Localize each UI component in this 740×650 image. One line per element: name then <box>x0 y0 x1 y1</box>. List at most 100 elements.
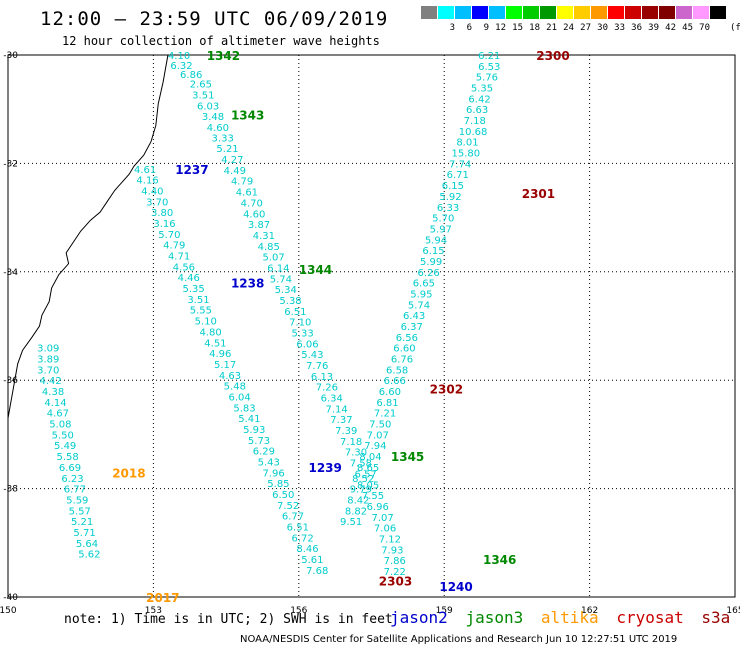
swh-value-label: 3.89 <box>37 355 59 366</box>
swh-value-label: 4.60 <box>207 123 229 134</box>
swh-value-label: 6.57 <box>355 469 377 480</box>
swh-value-label: 6.15 <box>442 181 464 192</box>
swh-value-label: 5.73 <box>248 436 270 447</box>
swh-value-label: 6.33 <box>437 203 459 214</box>
swh-value-label: 4.16 <box>136 176 158 187</box>
swh-value-label: 6.13 <box>311 372 333 383</box>
swh-value-label: 4.42 <box>40 376 62 387</box>
pass-time-label: 1345 <box>391 450 424 464</box>
legend-tick-label: 45 <box>682 23 693 33</box>
swh-value-label: 4.40 <box>141 187 163 198</box>
swh-value-label: 7.50 <box>369 420 391 431</box>
swh-value-label: 6.53 <box>478 62 500 73</box>
legend-swatch <box>642 6 659 19</box>
swh-value-label: 9.79 <box>350 485 372 496</box>
swh-value-label: 5.70 <box>158 230 180 241</box>
swh-value-label: 3.51 <box>187 295 209 306</box>
swh-value-label: 6.51 <box>287 523 309 534</box>
legend-tick-label: 42 <box>665 23 676 33</box>
legend-tick-label: 9 <box>483 23 489 33</box>
swh-value-label: 6.66 <box>384 376 406 387</box>
map-frame <box>7 54 736 598</box>
swh-value-label: 6.60 <box>393 344 415 355</box>
swh-value-label: 4.51 <box>204 338 226 349</box>
page-title: 12:00 – 23:59 UTC 06/09/2019 <box>40 8 389 30</box>
swh-value-label: 4.49 <box>224 166 246 177</box>
pass-time-label: 1237 <box>175 163 208 177</box>
swh-value-label: 5.38 <box>279 296 301 307</box>
lon-tick-label: 159 <box>436 606 453 616</box>
swh-value-label: 3.16 <box>153 219 175 230</box>
satellite-key: jason2 jason3 altika cryosat s3a <box>390 608 738 627</box>
swh-value-label: 6.96 <box>367 502 389 513</box>
legend-swatch <box>608 6 625 19</box>
lon-tick-label: 156 <box>290 606 307 616</box>
swh-value-label: 7.22 <box>384 567 406 578</box>
sat-key-cryosat: cryosat <box>616 608 684 627</box>
swh-value-label: 7.52 <box>277 501 299 512</box>
sat-key-altika: altika <box>540 608 599 627</box>
sat-key-s3a: s3a <box>701 608 731 627</box>
lat-tick-label: -34 <box>3 268 18 278</box>
swh-value-label: 4.10 <box>168 51 190 62</box>
swh-value-label: 7.37 <box>330 415 352 426</box>
swh-value-label: 6.77 <box>282 512 304 523</box>
swh-value-label: 6.50 <box>272 490 294 501</box>
swh-value-label: 8.01 <box>456 138 478 149</box>
swh-value-label: 7.76 <box>306 361 328 372</box>
swh-value-label: 5.35 <box>182 284 204 295</box>
swh-value-label: 6.81 <box>376 398 398 409</box>
swh-value-label: 3.70 <box>146 197 168 208</box>
swh-value-label: 3.87 <box>248 220 270 231</box>
lat-tick-label: -38 <box>3 485 18 495</box>
pass-time-label: 1344 <box>299 263 332 277</box>
pass-time-label: 1342 <box>207 49 240 63</box>
legend-swatch <box>455 6 472 19</box>
swh-value-label: 5.21 <box>71 517 93 528</box>
swh-value-label: 7.06 <box>374 524 396 535</box>
swh-value-label: 5.71 <box>73 528 95 539</box>
page-subtitle: 12 hour collection of altimeter wave hei… <box>62 34 380 48</box>
swh-value-label: 8.46 <box>296 544 318 555</box>
swh-value-label: 5.64 <box>76 539 98 550</box>
pass-time-label: 2303 <box>379 575 412 589</box>
swh-value-label: 6.76 <box>391 355 413 366</box>
legend-swatch <box>557 6 574 19</box>
swh-value-label: 5.48 <box>224 382 246 393</box>
swh-value-label: 6.32 <box>170 61 192 72</box>
swh-value-label: 4.61 <box>134 165 156 176</box>
swh-value-label: 5.58 <box>56 452 78 463</box>
swh-value-label: 5.93 <box>243 425 265 436</box>
swh-value-label: 8.65 <box>357 463 379 474</box>
swh-value-label: 3.80 <box>151 208 173 219</box>
pass-time-label: 1239 <box>308 461 341 475</box>
legend-swatch <box>438 6 455 19</box>
swh-value-label: 5.41 <box>238 414 260 425</box>
swh-value-label: 6.42 <box>468 94 490 105</box>
pass-time-label: 2300 <box>536 49 569 63</box>
sat-key-jason3: jason3 <box>465 608 524 627</box>
legend-swatch <box>421 6 438 19</box>
legend-tick-label: 33 <box>614 23 625 33</box>
swh-value-label: 4.96 <box>209 349 231 360</box>
swh-value-label: 5.57 <box>69 506 91 517</box>
swh-value-label: 5.34 <box>275 285 297 296</box>
swh-value-label: 7.14 <box>325 404 347 415</box>
credit-line: NOAA/NESDIS Center for Satellite Applica… <box>240 634 678 645</box>
swh-value-label: 2.65 <box>190 80 212 91</box>
pass-time-label: 2302 <box>430 382 463 396</box>
swh-value-label: 7.18 <box>464 116 486 127</box>
swh-value-label: 6.26 <box>418 268 440 279</box>
pass-time-label: 1346 <box>483 553 516 567</box>
swh-value-label: 7.94 <box>364 441 386 452</box>
swh-value-label: 5.70 <box>432 214 454 225</box>
pass-time-label: 2017 <box>146 591 179 605</box>
sat-key-jason2: jason2 <box>390 608 448 627</box>
legend-unit: (ft) <box>730 23 740 33</box>
swh-value-label: 6.03 <box>197 101 219 112</box>
swh-value-label: 6.23 <box>61 474 83 485</box>
legend-swatch <box>591 6 608 19</box>
swh-value-label: 5.49 <box>54 441 76 452</box>
swh-value-label: 5.17 <box>214 360 236 371</box>
